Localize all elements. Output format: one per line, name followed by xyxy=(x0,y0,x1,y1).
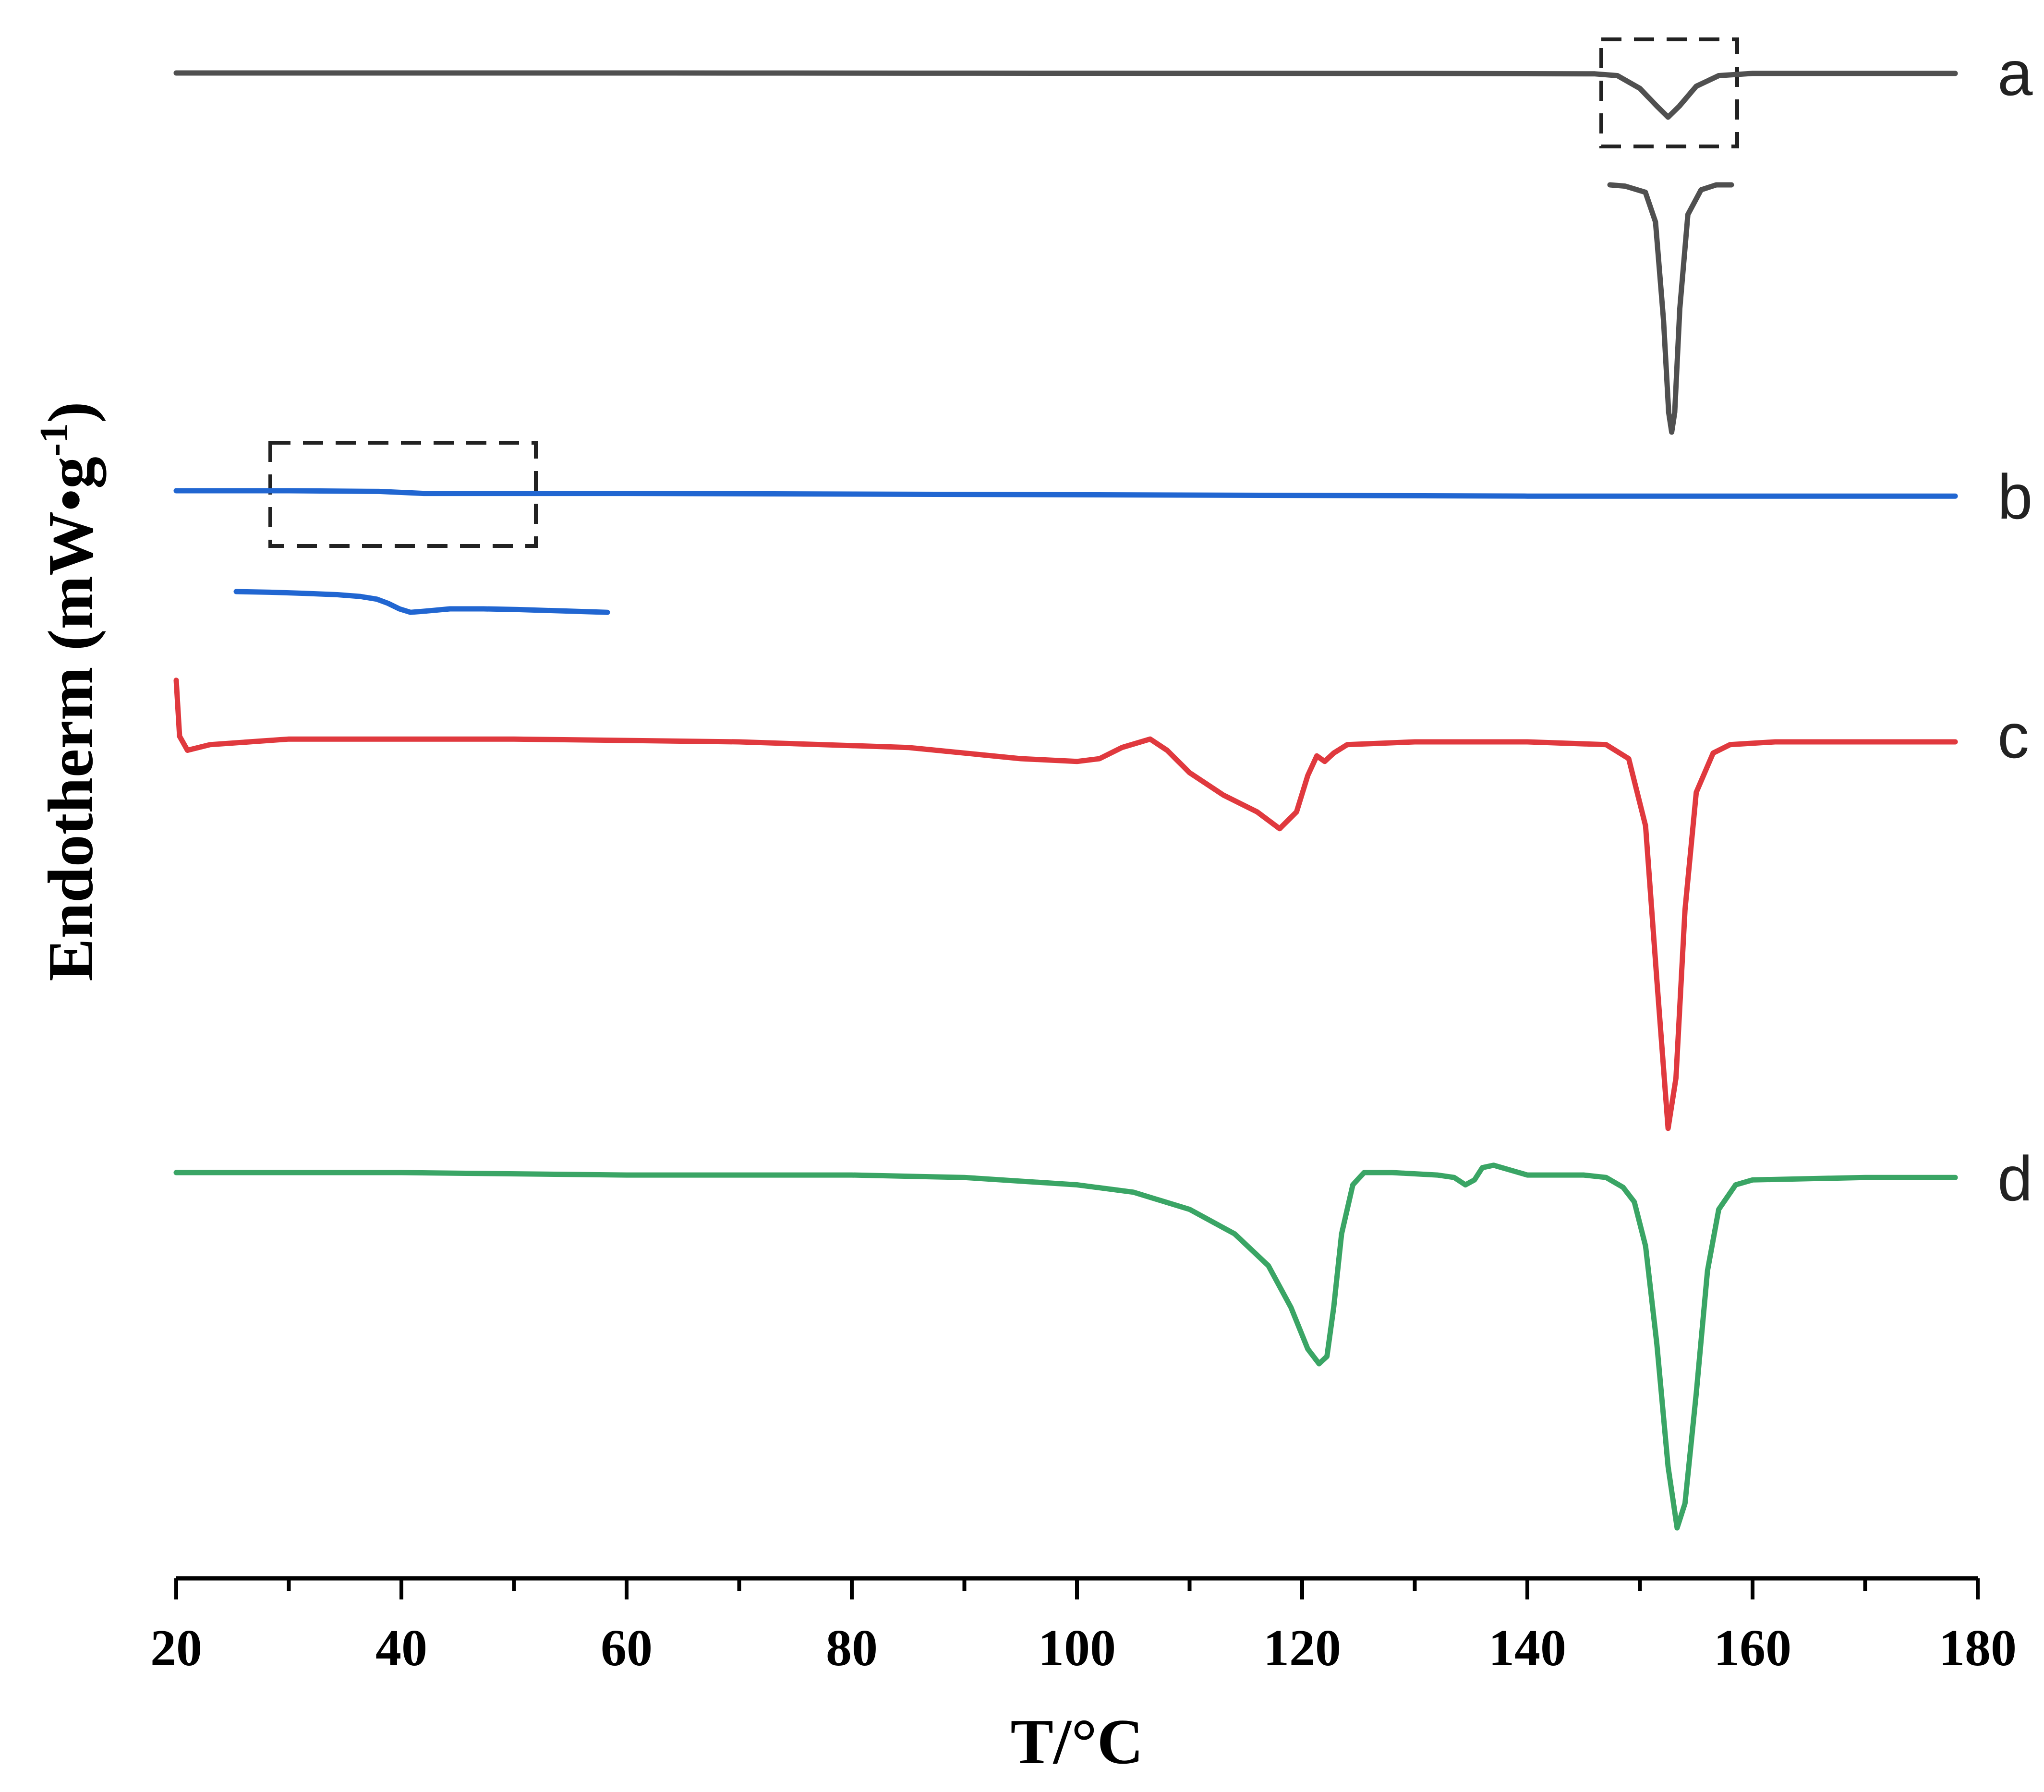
curve-b xyxy=(173,488,1958,499)
dsc-curves xyxy=(173,70,1958,1531)
zoom-insets xyxy=(233,182,1734,615)
curve-c xyxy=(173,678,1958,1131)
x-axis-tick-labels: 20 40 60 80 100 120 140 160 180 xyxy=(150,1620,2017,1677)
series-label-a: a xyxy=(1997,38,2033,109)
y-axis-title: Endotherm (mW•g-1) xyxy=(32,401,107,981)
series-label-c: c xyxy=(1997,701,2029,771)
curve-a xyxy=(173,70,1958,120)
x-tick-label: 100 xyxy=(1038,1620,1116,1677)
inset-curve-a xyxy=(1607,182,1734,435)
zoom-box-b xyxy=(268,441,538,548)
x-tick-label: 20 xyxy=(150,1620,202,1677)
x-tick-label: 60 xyxy=(601,1620,653,1677)
series-labels: a b c d xyxy=(1997,38,2033,1214)
zoom-box-a xyxy=(1599,37,1739,148)
series-label-d: d xyxy=(1997,1143,2032,1214)
x-tick-label: 120 xyxy=(1263,1620,1341,1677)
x-tick-label: 80 xyxy=(826,1620,878,1677)
y-axis-title-superscript: -1 xyxy=(32,423,76,457)
x-tick-label: 140 xyxy=(1488,1620,1566,1677)
inset-curve-b xyxy=(233,589,610,615)
x-tick-label: 180 xyxy=(1939,1620,2017,1677)
x-tick-label: 160 xyxy=(1714,1620,1791,1677)
x-tick-label: 40 xyxy=(375,1620,427,1677)
series-label-b: b xyxy=(1997,461,2032,532)
curve-d xyxy=(173,1162,1958,1531)
x-axis-ticks xyxy=(174,1578,1980,1599)
x-axis-title: T/°C xyxy=(1011,1706,1144,1777)
